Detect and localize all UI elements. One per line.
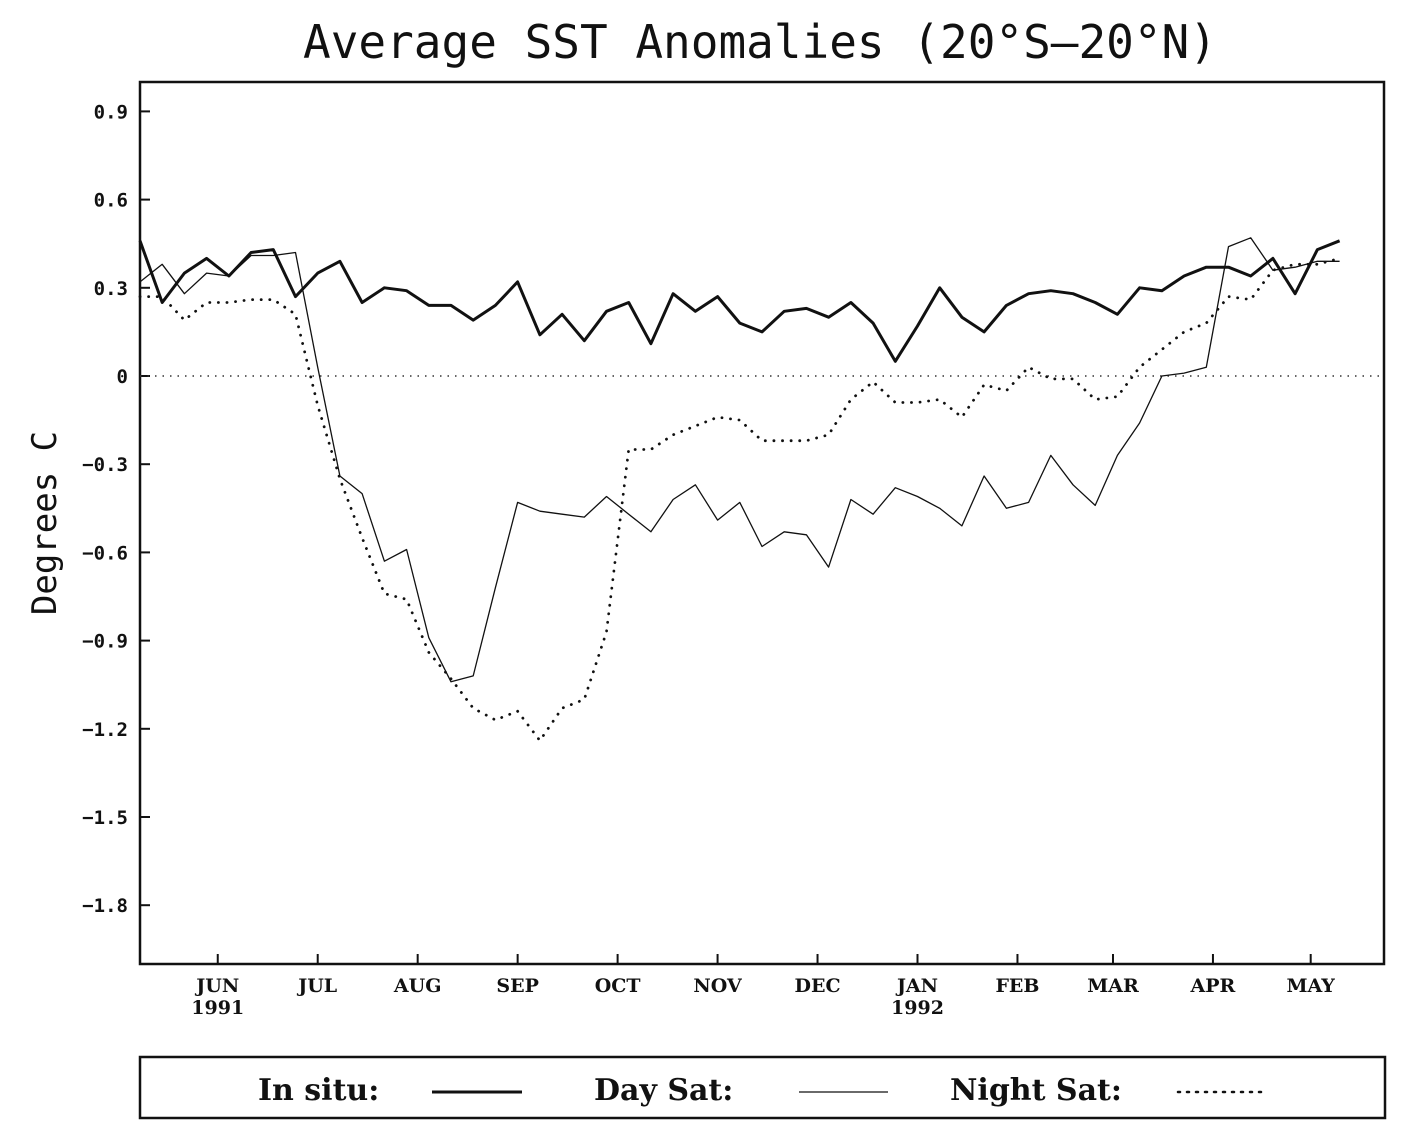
x-tick-label: DEC [794,975,840,997]
y-tick-label: −1.8 [82,895,128,917]
legend-label-night-sat: Night Sat: [950,1073,1122,1108]
series-line-night-sat [138,256,1341,742]
legend-label-day-sat: Day Sat: [594,1073,733,1108]
x-tick-label: OCT [595,975,641,997]
x-tick-label: JUL [296,975,337,997]
y-tick-label: 0 [117,366,128,388]
y-tick-label: 0.3 [94,278,128,300]
x-tick-label: JUN [194,975,239,997]
y-tick-label: −1.2 [82,719,128,741]
y-tick-label: 0.9 [94,101,128,123]
x-tick-label: APR [1190,975,1236,997]
x-tick-year-label: 1992 [891,997,944,1019]
y-tick-label: −0.9 [82,631,128,653]
x-tick-label: FEB [995,975,1039,997]
y-tick-label: −1.5 [82,807,128,829]
plot-area-frame [138,80,1386,966]
x-tick-label: SEP [496,975,539,997]
y-tick-label: −0.6 [82,542,128,564]
y-axis-label: Degrees C [25,431,65,615]
x-tick-year-label: 1991 [191,997,244,1019]
chart-title: Average SST Anomalies (20°S–20°N) [303,15,1217,69]
y-axis: 0.9 0.6 0.3 0 −0.3 −0.6 −0.9 −1.2 −1.5 −1.8 [82,101,150,917]
legend: In situ: Day Sat: Night Sat: [138,1055,1387,1120]
y-tick-label: 0.6 [94,190,128,212]
x-tick-label: NOV [693,975,743,997]
y-tick-label: −0.3 [82,454,128,476]
series-line-in-situ [138,239,1341,363]
legend-label-in-situ: In situ: [258,1073,379,1108]
x-tick-label: AUG [393,975,442,997]
series-layer [138,237,1341,742]
x-tick-label: MAY [1286,975,1335,997]
legend-frame [138,1055,1387,1120]
series-line-day-sat [139,237,1340,683]
x-tick-label: MAR [1087,975,1139,997]
x-tick-label: JAN [895,975,938,997]
